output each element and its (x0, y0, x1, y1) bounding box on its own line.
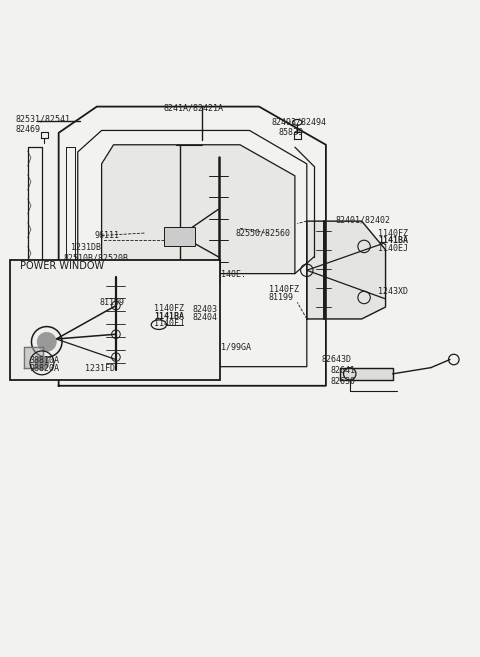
Text: 1231DB: 1231DB (71, 243, 101, 252)
Text: 1141BA: 1141BA (154, 311, 184, 321)
Text: 1140FZ: 1140FZ (378, 229, 408, 238)
FancyBboxPatch shape (164, 227, 195, 246)
Polygon shape (340, 368, 393, 380)
Text: 1140FZ: 1140FZ (154, 304, 184, 313)
Text: 82641: 82641 (331, 365, 356, 374)
Text: 1141BA: 1141BA (378, 236, 408, 245)
Text: 82493/82494: 82493/82494 (271, 118, 326, 127)
Text: 82510B/82520B: 82510B/82520B (63, 254, 129, 262)
Text: POWER WINDOW: POWER WINDOW (21, 261, 105, 271)
Polygon shape (24, 347, 43, 368)
Text: 1140E.: 1140E. (216, 270, 246, 279)
Text: 82469: 82469 (16, 125, 41, 135)
Text: 38810A: 38810A (29, 357, 59, 365)
Bar (10, 260, 220, 380)
Polygon shape (307, 221, 385, 319)
Text: 824123: 824123 (164, 263, 193, 272)
Text: 8241A/82421A: 8241A/82421A (164, 104, 224, 112)
Text: 82403: 82403 (192, 305, 217, 314)
Circle shape (37, 332, 56, 351)
Text: 98820A: 98820A (29, 364, 59, 373)
Text: 82643D: 82643D (321, 355, 351, 364)
Text: 1243XD: 1243XD (378, 286, 408, 296)
Text: 1140EJ: 1140EJ (116, 301, 146, 310)
Polygon shape (102, 145, 295, 273)
Text: 82531/82541: 82531/82541 (16, 115, 71, 124)
Text: 82401/82402: 82401/82402 (336, 215, 390, 224)
Text: 1/99GA: 1/99GA (221, 342, 251, 351)
Text: 1231FD: 1231FD (85, 364, 115, 373)
Text: 81199: 81199 (269, 293, 294, 302)
Text: 82404: 82404 (192, 313, 217, 321)
Text: 82550/82560: 82550/82560 (235, 229, 290, 238)
Text: 82630: 82630 (331, 378, 356, 386)
Text: 85839: 85839 (278, 128, 303, 137)
Text: 81199: 81199 (99, 298, 124, 307)
Circle shape (35, 355, 49, 370)
Text: 1140FJ: 1140FJ (154, 319, 184, 328)
Text: 96111: 96111 (95, 231, 120, 240)
Text: 1140FZ: 1140FZ (269, 285, 299, 294)
Text: 1140EJ: 1140EJ (378, 244, 408, 253)
